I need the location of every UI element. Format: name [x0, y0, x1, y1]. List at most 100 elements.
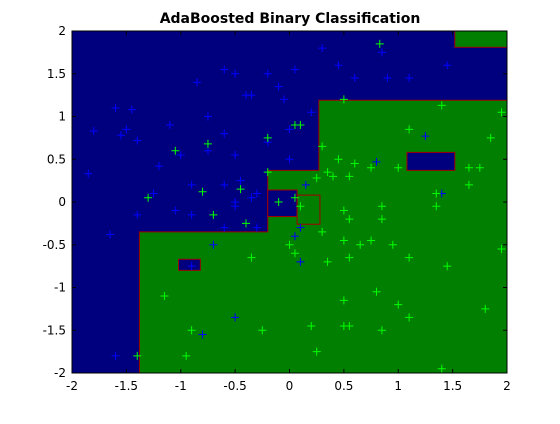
data-point: [231, 198, 240, 206]
data-point: [187, 326, 196, 335]
data-point: [133, 210, 142, 219]
data-point: [155, 162, 163, 171]
x-tick-label: -1: [175, 379, 187, 393]
data-point: [394, 300, 403, 309]
data-point: [301, 180, 310, 189]
data-point: [220, 223, 229, 232]
data-point: [377, 326, 386, 335]
data-point: [111, 351, 120, 360]
data-point: [339, 296, 348, 305]
data-point: [345, 321, 354, 330]
data-point: [290, 249, 299, 258]
data-point: [236, 176, 245, 185]
data-point: [312, 347, 321, 356]
data-point: [89, 127, 98, 136]
data-point: [323, 168, 332, 177]
data-point: [329, 172, 337, 181]
data-point: [203, 139, 212, 148]
data-point: [497, 245, 506, 254]
y-tick-label: 1.5: [47, 67, 66, 81]
y-tick-label: 0.5: [47, 152, 66, 166]
data-point: [263, 69, 272, 78]
data-point: [437, 364, 446, 373]
data-point: [220, 129, 229, 138]
data-point: [187, 180, 196, 189]
data-point: [421, 132, 430, 141]
data-point: [290, 232, 299, 241]
data-point: [220, 65, 229, 74]
data-point: [432, 202, 441, 211]
data-point: [171, 146, 180, 155]
data-point: [372, 287, 381, 296]
data-point: [296, 202, 305, 211]
data-point: [285, 240, 294, 249]
data-point: [236, 185, 245, 194]
data-point: [437, 101, 446, 110]
data-point: [464, 180, 473, 189]
data-point: [345, 215, 354, 224]
data-point: [443, 262, 452, 271]
data-point: [231, 150, 240, 159]
data-point: [290, 193, 299, 202]
x-tick-label: -0.5: [223, 379, 246, 393]
data-point: [475, 163, 484, 172]
data-point: [274, 82, 283, 91]
x-tick-label: 2: [503, 379, 511, 393]
decision-region: [267, 189, 298, 218]
data-point: [144, 193, 153, 202]
data-point: [432, 189, 441, 198]
data-point: [339, 236, 348, 245]
data-point: [285, 125, 294, 134]
decision-region: [296, 194, 321, 225]
data-point: [377, 48, 386, 57]
data-point: [339, 95, 348, 104]
chart-title: AdaBoosted Binary Classification: [160, 11, 421, 27]
data-point: [116, 131, 125, 140]
data-point: [464, 163, 473, 172]
data-point: [252, 223, 261, 232]
data-point: [405, 125, 414, 134]
data-point: [263, 168, 272, 177]
data-point: [375, 39, 384, 48]
data-point: [127, 105, 136, 114]
x-tick-label: 0.5: [334, 379, 353, 393]
data-point: [296, 257, 305, 266]
data-point: [209, 240, 218, 249]
data-point: [405, 74, 414, 83]
x-tick-label: 0: [286, 379, 294, 393]
data-point: [394, 163, 403, 172]
data-point: [111, 103, 120, 112]
data-point: [187, 210, 196, 219]
data-point: [171, 206, 180, 215]
data-point: [345, 172, 354, 181]
data-point: [339, 206, 348, 215]
data-point: [367, 163, 376, 172]
x-tick-label: -2: [66, 379, 78, 393]
data-point: [486, 133, 495, 142]
data-point: [133, 136, 142, 145]
data-point: [106, 230, 115, 239]
y-tick-label: -1: [54, 281, 66, 295]
data-point: [290, 121, 299, 130]
data-point: [383, 74, 392, 83]
y-tick-label: 2: [58, 24, 66, 38]
data-point: [356, 240, 365, 249]
data-point: [274, 198, 283, 206]
data-point: [334, 155, 343, 164]
data-point: [247, 91, 256, 100]
data-point: [133, 351, 142, 360]
decision-region: [454, 30, 508, 48]
y-tick-label: -1.5: [43, 323, 66, 337]
data-point: [280, 95, 289, 104]
data-point: [149, 189, 158, 198]
data-point: [312, 174, 321, 183]
data-point: [247, 193, 256, 202]
data-point: [220, 180, 229, 189]
decision-region: [406, 151, 456, 171]
data-point: [497, 108, 506, 117]
data-point: [231, 69, 240, 78]
data-point: [290, 65, 299, 74]
data-point: [198, 330, 207, 339]
data-point: [209, 210, 218, 219]
